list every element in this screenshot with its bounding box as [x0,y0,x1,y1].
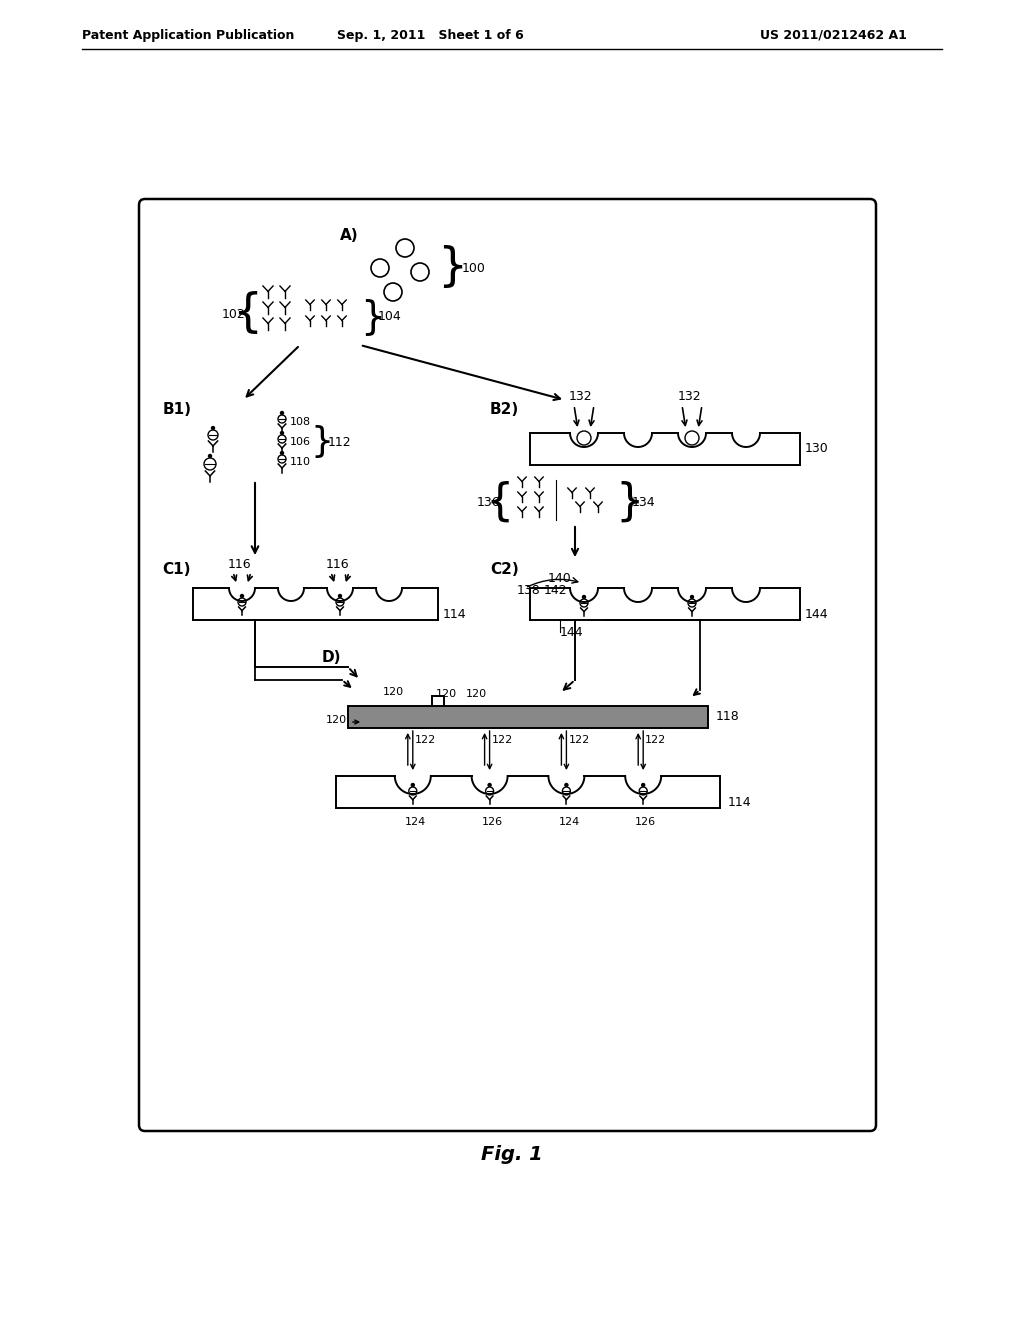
Text: C2): C2) [490,562,519,578]
Text: 144: 144 [805,609,828,622]
Text: 120: 120 [326,715,347,725]
Text: 136: 136 [477,495,501,508]
Circle shape [565,784,568,787]
Text: 132: 132 [569,391,593,404]
Text: 122: 122 [645,735,667,744]
Text: 104: 104 [378,310,401,323]
Text: }: } [437,246,467,290]
Text: B2): B2) [490,403,519,417]
Text: B1): B1) [163,403,193,417]
Text: 124: 124 [404,817,426,828]
Text: 130: 130 [805,442,828,455]
Bar [432,696,444,706]
Text: 110: 110 [290,457,311,467]
Text: {: { [485,480,514,524]
Text: 138: 138 [517,583,541,597]
Text: 126: 126 [481,817,503,828]
Text: Patent Application Publication: Patent Application Publication [82,29,294,41]
Text: 102: 102 [222,308,246,321]
Text: 116: 116 [228,558,252,572]
Text: 114: 114 [728,796,752,809]
Text: 108: 108 [290,417,311,426]
Text: 112: 112 [328,436,351,449]
Text: {: { [231,292,262,337]
Circle shape [281,451,284,454]
Circle shape [209,454,212,458]
Text: }: } [310,425,333,459]
Bar [348,706,708,729]
Text: 106: 106 [290,437,311,447]
Circle shape [212,426,214,429]
Text: 118: 118 [716,710,739,723]
Circle shape [583,595,586,598]
Text: Fig. 1: Fig. 1 [481,1146,543,1164]
Circle shape [241,594,244,598]
Text: 144: 144 [560,626,584,639]
Text: 134: 134 [632,495,655,508]
Text: 120: 120 [436,689,457,700]
Text: }: } [615,480,643,524]
Text: Sep. 1, 2011   Sheet 1 of 6: Sep. 1, 2011 Sheet 1 of 6 [337,29,523,41]
Text: US 2011/0212462 A1: US 2011/0212462 A1 [760,29,907,41]
Text: 100: 100 [462,261,485,275]
Circle shape [339,594,341,598]
Circle shape [281,432,284,434]
Text: }: } [360,298,385,337]
Text: 120: 120 [383,686,404,697]
Text: A): A) [340,227,358,243]
Text: 126: 126 [635,817,656,828]
Text: 114: 114 [443,609,467,622]
Text: 124: 124 [558,817,580,828]
Text: 122: 122 [492,735,513,744]
Text: 122: 122 [415,735,436,744]
Text: D): D) [322,651,341,665]
Text: 120: 120 [466,689,487,700]
Circle shape [690,595,693,598]
Text: 140: 140 [548,572,571,585]
Text: 122: 122 [568,735,590,744]
Circle shape [281,412,284,414]
Circle shape [642,784,645,787]
Text: C1): C1) [162,562,190,578]
Text: 142: 142 [544,583,567,597]
Text: 132: 132 [678,391,701,404]
Circle shape [412,784,415,787]
Circle shape [488,784,492,787]
Text: 116: 116 [326,558,349,572]
